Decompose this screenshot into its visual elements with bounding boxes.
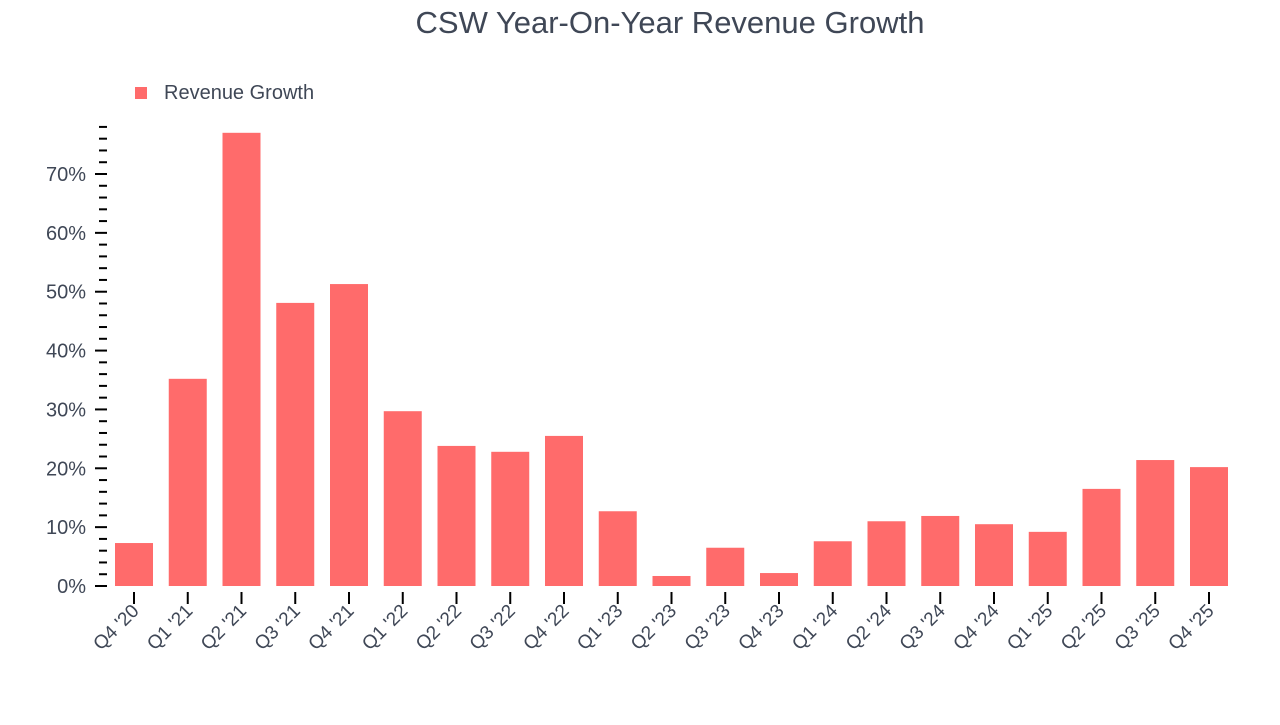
x-tick-label: Q4 '24 [950,600,1004,654]
bar [383,411,422,586]
x-tick-label: Q3 '21 [251,601,305,655]
x-tick-label: Q4 '25 [1165,601,1219,655]
bar [652,575,691,586]
bar [706,547,745,586]
x-tick-label: Q3 '23 [681,601,735,655]
bar [867,521,906,586]
x-tick-label: Q1 '22 [358,601,412,655]
bar [168,378,207,586]
bar [975,524,1013,586]
legend-label: Revenue Growth [164,82,314,104]
bar [598,511,637,586]
bar [921,515,960,586]
bar [276,302,315,586]
x-tick-label: Q1 '24 [788,600,842,654]
bar [115,543,153,586]
x-tick-label: Q4 '22 [520,601,574,655]
x-tick-label: Q1 '21 [143,601,197,655]
x-tick-label: Q3 '24 [896,600,950,654]
legend: Revenue Growth [135,82,314,104]
y-tick-label: 20% [46,458,86,480]
bar [437,445,476,586]
x-tick-label: Q2 '22 [412,601,466,655]
y-tick-label: 50% [46,282,86,304]
bar [1082,488,1121,586]
y-tick-label: 40% [46,341,86,363]
y-tick-label: 10% [46,517,86,539]
x-axis: Q4 '20 Q1 '21 Q2 '21 Q3 '21 Q4 '21 Q1 '22 Q2 '… [90,592,1219,655]
y-tick-label: 60% [46,223,86,245]
x-tick-label: Q2 '23 [627,601,681,655]
bar [813,541,852,586]
bar [1190,467,1228,586]
x-tick-label: Q2 '21 [197,601,251,655]
y-axis: 0% 10% 20% 30% 40% 50% 60% 70% [46,125,107,598]
x-tick-label: Q4 '23 [735,601,789,655]
y-tick-label: 70% [46,164,86,186]
y-tick-label: 30% [46,399,86,421]
x-tick-label: Q4 '20 [90,601,144,655]
bar [1136,460,1175,586]
chart-title: CSW Year-On-Year Revenue Growth [416,5,925,40]
x-tick-label: Q2 '25 [1057,601,1111,655]
x-tick-label: Q4 '21 [305,601,359,655]
x-tick-label: Q2 '24 [842,600,896,654]
bar [330,284,368,586]
x-tick-label: Q1 '23 [573,601,627,655]
y-tick-label: 0% [57,576,86,598]
bar [222,132,261,587]
x-tick-label: Q1 '25 [1003,601,1057,655]
bar [1028,531,1067,586]
bar [545,435,583,586]
bar [760,573,798,586]
x-tick-label: Q3 '25 [1111,601,1165,655]
x-tick-label: Q3 '22 [466,601,520,655]
legend-swatch [135,87,147,99]
bar [491,451,530,586]
bars [115,132,1228,587]
